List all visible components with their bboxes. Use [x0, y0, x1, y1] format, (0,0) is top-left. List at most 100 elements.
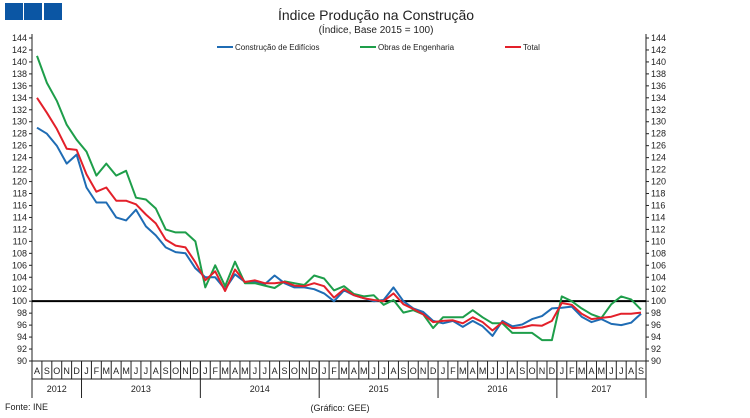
source-note: Fonte: INE — [5, 402, 48, 412]
month-label: M — [360, 366, 368, 376]
month-label: A — [470, 366, 476, 376]
series-line-total — [36, 97, 642, 332]
y-tick-label-right: 120 — [651, 177, 666, 187]
series-line-constru-o-de-edif-cios — [36, 126, 642, 337]
month-label: S — [519, 366, 525, 376]
month-label: J — [84, 366, 89, 376]
y-tick-label-right: 104 — [651, 272, 666, 282]
month-label: D — [549, 366, 556, 376]
month-label: M — [221, 366, 229, 376]
y-tick-label-right: 138 — [651, 69, 666, 79]
month-label: A — [272, 366, 278, 376]
y-tick-label-left: 120 — [12, 177, 27, 187]
y-tick-label-left: 142 — [12, 45, 27, 55]
month-label: J — [144, 366, 149, 376]
month-label: A — [589, 366, 595, 376]
legend-label: Construção de Edifícios — [235, 43, 320, 52]
y-tick-label-right: 90 — [651, 356, 661, 366]
y-tick-label-left: 118 — [13, 189, 27, 199]
month-label: F — [569, 366, 575, 376]
month-label: M — [122, 366, 130, 376]
month-label: J — [560, 366, 565, 376]
y-tick-label-left: 126 — [12, 141, 27, 151]
year-label: 2016 — [487, 384, 507, 394]
month-label: J — [262, 366, 267, 376]
y-tick-label-left: 108 — [12, 248, 27, 258]
month-label: J — [381, 366, 386, 376]
y-tick-label-left: 140 — [12, 57, 27, 67]
y-tick-label-right: 108 — [651, 248, 666, 258]
month-label: N — [420, 366, 427, 376]
month-label: J — [203, 366, 208, 376]
y-tick-label-right: 106 — [651, 260, 666, 270]
month-label: F — [94, 366, 100, 376]
month-label: S — [163, 366, 169, 376]
y-tick-label-right: 96 — [651, 320, 661, 330]
month-label: O — [53, 366, 60, 376]
chart-subtitle: (Índice, Base 2015 = 100) — [319, 23, 434, 36]
y-tick-label-right: 112 — [651, 224, 665, 234]
month-label: J — [371, 366, 376, 376]
month-label: A — [232, 366, 238, 376]
month-label: O — [172, 366, 179, 376]
y-tick-label-left: 134 — [12, 93, 27, 103]
month-label: J — [441, 366, 446, 376]
y-tick-label-left: 94 — [17, 332, 27, 342]
chart-title: Índice Produção na Construção — [278, 7, 474, 23]
legend-label: Obras de Engenharia — [378, 43, 455, 52]
month-label: N — [301, 366, 308, 376]
y-tick-label-right: 130 — [651, 117, 666, 127]
month-label: S — [282, 366, 288, 376]
y-tick-label-right: 134 — [651, 93, 666, 103]
legend-label: Total — [523, 43, 540, 52]
month-label: D — [192, 366, 199, 376]
month-label: D — [430, 366, 437, 376]
y-tick-label-right: 128 — [651, 129, 666, 139]
y-tick-label-right: 144 — [651, 33, 666, 43]
month-label: M — [459, 366, 467, 376]
y-tick-label-right: 140 — [651, 57, 666, 67]
month-label: F — [212, 366, 218, 376]
y-tick-label-left: 90 — [17, 356, 27, 366]
y-tick-label-left: 138 — [12, 69, 27, 79]
month-label: O — [291, 366, 298, 376]
series-line-obras-de-engenharia — [36, 55, 642, 342]
month-label: N — [63, 366, 70, 376]
y-tick-label-left: 110 — [13, 236, 27, 246]
y-tick-label-right: 132 — [651, 105, 666, 115]
y-tick-label-right: 122 — [651, 165, 666, 175]
month-label: S — [44, 366, 50, 376]
y-tick-label-left: 128 — [12, 129, 27, 139]
month-label: M — [578, 366, 586, 376]
month-label: M — [340, 366, 348, 376]
year-label: 2017 — [591, 384, 611, 394]
month-label: M — [241, 366, 249, 376]
month-label: J — [500, 366, 505, 376]
y-tick-label-right: 98 — [651, 308, 661, 318]
y-tick-label-left: 130 — [12, 117, 27, 127]
month-label: D — [311, 366, 318, 376]
month-label: D — [73, 366, 80, 376]
month-label: J — [609, 366, 614, 376]
y-tick-label-left: 124 — [12, 153, 27, 163]
month-label: J — [619, 366, 624, 376]
y-tick-label-right: 126 — [651, 141, 666, 151]
y-tick-label-left: 102 — [12, 284, 27, 294]
month-label: J — [253, 366, 258, 376]
month-label: J — [322, 366, 327, 376]
y-tick-label-left: 98 — [17, 308, 27, 318]
month-label: S — [400, 366, 406, 376]
month-label: A — [34, 366, 40, 376]
y-tick-label-left: 122 — [12, 165, 27, 175]
y-tick-label-right: 118 — [651, 189, 665, 199]
month-label: J — [134, 366, 139, 376]
month-label: J — [490, 366, 495, 376]
y-tick-label-left: 132 — [12, 105, 27, 115]
year-label: 2014 — [250, 384, 270, 394]
month-label: N — [182, 366, 189, 376]
y-tick-label-left: 100 — [12, 296, 27, 306]
y-tick-label-left: 92 — [17, 344, 27, 354]
month-label: M — [598, 366, 606, 376]
month-label: S — [638, 366, 644, 376]
